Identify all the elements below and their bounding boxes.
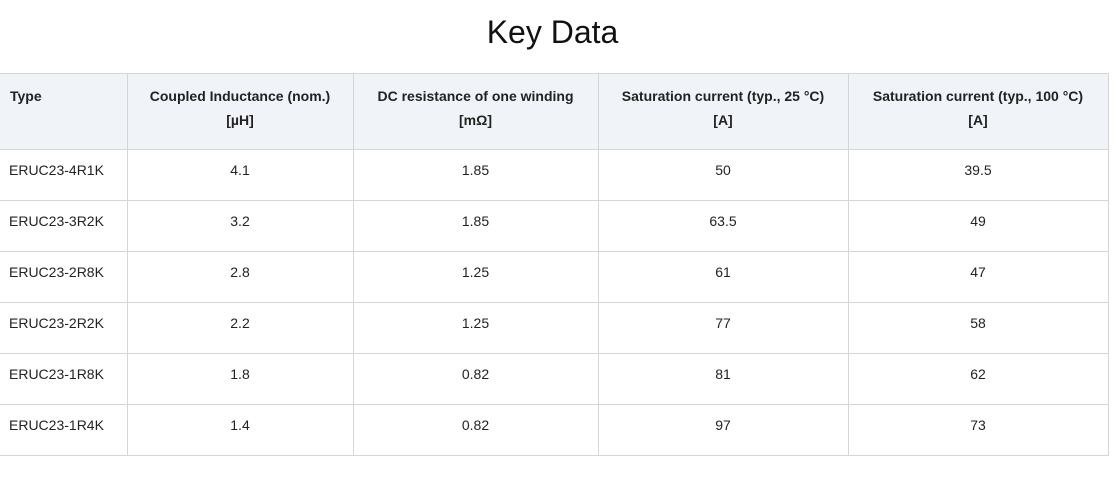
cell-saturation-100: 73: [847, 404, 1109, 456]
cell-inductance: 3.2: [126, 200, 354, 252]
cell-resistance: 1.85: [352, 200, 599, 252]
cell-resistance: 0.82: [352, 353, 599, 405]
table-row: ERUC23-1R4K 1.4 0.82 97 73: [0, 404, 1109, 456]
cell-saturation-100: 47: [847, 251, 1109, 303]
column-header-saturation-25-unit: [A]: [713, 112, 733, 128]
table-body: ERUC23-4R1K 4.1 1.85 50 39.5 ERUC23-3R2K…: [0, 149, 1109, 456]
table-row: ERUC23-1R8K 1.8 0.82 81 62: [0, 353, 1109, 405]
cell-inductance: 2.2: [126, 302, 354, 354]
column-header-resistance-label: DC resistance of one winding: [377, 88, 574, 104]
cell-saturation-25: 50: [597, 149, 849, 201]
column-header-inductance-label: Coupled Inductance (nom.): [149, 88, 331, 104]
column-header-inductance-unit: [µH]: [226, 112, 254, 128]
column-header-saturation-100: Saturation current (typ., 100 °C) [A]: [847, 73, 1109, 150]
cell-inductance: 1.4: [126, 404, 354, 456]
page-title: Key Data: [486, 14, 619, 50]
cell-inductance: 4.1: [126, 149, 354, 201]
cell-saturation-25: 97: [597, 404, 849, 456]
column-header-resistance: DC resistance of one winding [mΩ]: [352, 73, 599, 150]
cell-saturation-100: 58: [847, 302, 1109, 354]
column-header-saturation-100-label: Saturation current (typ., 100 °C): [872, 88, 1084, 104]
column-header-inductance: Coupled Inductance (nom.) [µH]: [126, 73, 354, 150]
cell-saturation-100: 39.5: [847, 149, 1109, 201]
cell-saturation-25: 61: [597, 251, 849, 303]
cell-inductance: 2.8: [126, 251, 354, 303]
table-row: ERUC23-4R1K 4.1 1.85 50 39.5: [0, 149, 1109, 201]
cell-type: ERUC23-1R8K: [0, 353, 128, 405]
table-row: ERUC23-2R2K 2.2 1.25 77 58: [0, 302, 1109, 354]
column-header-saturation-100-unit: [A]: [968, 112, 988, 128]
column-header-type-label: Type: [10, 88, 42, 104]
cell-type: ERUC23-3R2K: [0, 200, 128, 252]
header-row: Type Coupled Inductance (nom.) [µH] DC r…: [0, 73, 1109, 150]
key-data-table: Type Coupled Inductance (nom.) [µH] DC r…: [0, 73, 1109, 456]
cell-type: ERUC23-2R2K: [0, 302, 128, 354]
cell-type: ERUC23-4R1K: [0, 149, 128, 201]
column-header-type: Type: [0, 73, 128, 150]
table-header: Type Coupled Inductance (nom.) [µH] DC r…: [0, 73, 1109, 150]
column-header-saturation-25: Saturation current (typ., 25 °C) [A]: [597, 73, 849, 150]
cell-type: ERUC23-1R4K: [0, 404, 128, 456]
cell-resistance: 1.85: [352, 149, 599, 201]
cell-saturation-25: 63.5: [597, 200, 849, 252]
cell-resistance: 1.25: [352, 251, 599, 303]
table-row: ERUC23-2R8K 2.8 1.25 61 47: [0, 251, 1109, 303]
cell-saturation-100: 62: [847, 353, 1109, 405]
cell-resistance: 0.82: [352, 404, 599, 456]
cell-saturation-25: 77: [597, 302, 849, 354]
cell-inductance: 1.8: [126, 353, 354, 405]
cell-resistance: 1.25: [352, 302, 599, 354]
cell-saturation-25: 81: [597, 353, 849, 405]
table-row: ERUC23-3R2K 3.2 1.85 63.5 49: [0, 200, 1109, 252]
column-header-saturation-25-label: Saturation current (typ., 25 °C): [621, 88, 825, 104]
cell-type: ERUC23-2R8K: [0, 251, 128, 303]
cell-saturation-100: 49: [847, 200, 1109, 252]
column-header-resistance-unit: [mΩ]: [459, 112, 492, 128]
